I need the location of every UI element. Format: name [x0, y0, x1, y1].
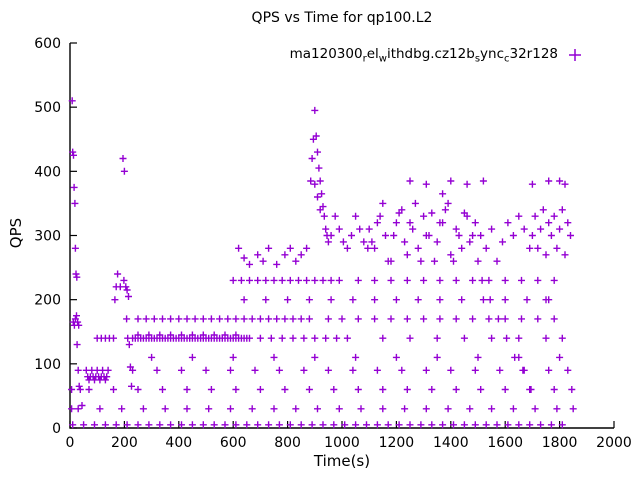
y-tick-label: 400	[34, 164, 61, 180]
scatter-points	[68, 97, 577, 429]
x-tick-label: 0	[66, 435, 75, 451]
y-tick-label: 0	[52, 421, 61, 437]
legend-plus-marker-icon	[569, 49, 581, 62]
x-tick-label: 600	[220, 435, 247, 451]
x-tick-label: 200	[111, 435, 138, 451]
legend-label: ma120300relwithdbg.cz12bsyncc32r128	[289, 46, 558, 65]
y-tick-label: 200	[34, 293, 61, 309]
x-axis-label: Time(s)	[313, 452, 371, 470]
chart-title: QPS vs Time for qp100.L2	[251, 10, 433, 26]
legend: ma120300relwithdbg.cz12bsyncc32r128	[290, 46, 582, 65]
x-tick-label: 400	[165, 435, 192, 451]
x-tick-label: 1000	[324, 435, 360, 451]
y-tick-label: 100	[34, 357, 61, 373]
x-tick-label: 1600	[487, 435, 523, 451]
x-tick-label: 800	[274, 435, 301, 451]
x-tick-label: 2000	[596, 435, 632, 451]
y-tick-label: 500	[34, 100, 61, 116]
x-tick-label: 1800	[542, 435, 578, 451]
y-tick-label: 300	[34, 229, 61, 245]
x-tick-label: 1400	[433, 435, 469, 451]
y-axis-label: QPS	[7, 217, 25, 249]
x-tick-label: 1200	[379, 435, 415, 451]
y-tick-label: 600	[34, 36, 61, 52]
